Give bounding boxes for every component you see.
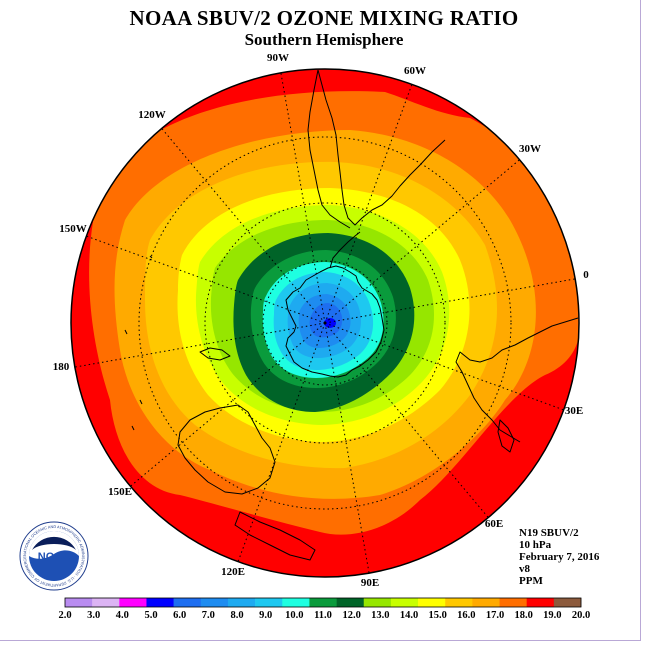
meridian-line [324, 322, 564, 411]
colorbar-swatch [553, 598, 582, 607]
info-block: N19 SBUV/2 10 hPa February 7, 2016 v8 PP… [519, 527, 599, 587]
frame-right [640, 0, 641, 640]
meridian-line [324, 322, 370, 574]
meridian-line [86, 235, 326, 324]
meridian-label-120w: 120W [138, 109, 166, 121]
frame-bottom [0, 640, 641, 641]
colorbar-swatch [336, 598, 365, 607]
meridian-label-120e: 120E [221, 566, 245, 578]
coastline-south-america-west [307, 69, 351, 229]
colorbar-label: 7.0 [202, 610, 215, 621]
meridian-line [130, 322, 326, 487]
meridian-line [324, 84, 413, 324]
meridian-label-90e: 90E [361, 577, 379, 589]
map-border [70, 68, 580, 578]
colorbar-swatch [445, 598, 473, 607]
colorbar-label: 8.0 [230, 610, 243, 621]
colorbar-label: 3.0 [87, 610, 100, 621]
coastline-indonesia [234, 511, 316, 561]
meridian-line [324, 278, 576, 324]
coastline-africa [455, 317, 579, 443]
colorbar-label: 20.0 [572, 610, 590, 621]
colorbar-swatch [200, 598, 229, 607]
info-satellite: N19 SBUV/2 [519, 527, 579, 539]
meridian-label-30e: 30E [565, 405, 583, 417]
meridian-line [237, 322, 326, 562]
coastline-antarctica [285, 265, 385, 378]
colorbar-swatch [282, 598, 310, 607]
colorbar-swatch [227, 598, 256, 607]
meridian-label-0: 0 [583, 269, 589, 281]
meridian-label-60w: 60W [404, 65, 426, 77]
coastline-south-america [317, 69, 446, 226]
colorbar-label: 5.0 [144, 610, 157, 621]
noaa-logo-icon: NOAA NATIONAL OCEANIC AND ATMOSPHERIC AD… [19, 521, 89, 591]
meridian-label-180: 180 [53, 361, 70, 373]
coastlines [124, 69, 579, 561]
page-title: NOAA SBUV/2 OZONE MIXING RATIO [129, 6, 519, 30]
colorbar-swatch [499, 598, 527, 607]
colorbar: 2.0 3.0 4.0 5.0 6.0 7.0 8.0 9.0 10.0 11.0 12.0 13.0… [58, 597, 590, 621]
latitude-circle-middle [204, 202, 446, 444]
meridian-line [161, 128, 326, 324]
meridian-line [324, 159, 520, 324]
coastline-pacific-islands [124, 255, 153, 431]
info-level: 10 hPa [519, 539, 552, 551]
info-units: PPM [519, 575, 543, 587]
latitude-circle-inner [262, 260, 388, 386]
colorbar-label: 15.0 [429, 610, 447, 621]
latitude-circle-outer [138, 136, 512, 510]
meridian-label-150w: 150W [59, 223, 87, 235]
colorbar-swatch [390, 598, 419, 607]
colorbar-label: 14.0 [400, 610, 418, 621]
colorbar-label: 13.0 [371, 610, 389, 621]
colorbar-label: 2.0 [58, 610, 71, 621]
graticule [74, 72, 576, 574]
colorbar-label: 6.0 [173, 610, 186, 621]
colorbar-swatch [119, 598, 147, 607]
meridian-line [280, 72, 326, 324]
colorbar-label: 16.0 [457, 610, 475, 621]
colorbar-label: 18.0 [515, 610, 533, 621]
colorbar-label: 12.0 [343, 610, 361, 621]
colorbar-swatch [65, 598, 93, 607]
colorbar-swatch [472, 598, 500, 607]
band-5 [324, 318, 336, 328]
colorbar-swatch [526, 598, 555, 607]
colorbar-swatch [173, 598, 202, 607]
colorbar-label: 9.0 [259, 610, 272, 621]
meridian-label-30w: 30W [519, 143, 541, 155]
info-version: v8 [519, 563, 530, 575]
coastline-antarctic-peninsula [329, 231, 361, 269]
info-date: February 7, 2016 [519, 551, 600, 563]
colorbar-label: 17.0 [486, 610, 504, 621]
colorbar-border [64, 597, 582, 608]
noaa-logo: NOAA NATIONAL OCEANIC AND ATMOSPHERIC AD… [18, 520, 90, 592]
colorbar-swatch [255, 598, 283, 607]
colorbar-label: 4.0 [116, 610, 129, 621]
noaa-logo-text: NOAA [38, 551, 70, 563]
meridian-labels: 90W 60W 30W 0 30E 60E 90E 120E 150E 180 … [53, 52, 590, 589]
colorbar-swatch [92, 598, 120, 607]
page-subtitle: Southern Hemisphere [244, 30, 404, 49]
colorbar-swatch [146, 598, 174, 607]
colorbar-swatch [309, 598, 337, 607]
meridian-label-90w: 90W [267, 52, 289, 64]
colorbar-label: 19.0 [543, 610, 561, 621]
colorbar-swatch [418, 598, 446, 607]
colorbar-label: 11.0 [314, 610, 332, 621]
meridian-line [324, 322, 489, 518]
meridian-label-60e: 60E [485, 518, 503, 530]
colorbar-label: 10.0 [285, 610, 303, 621]
coastline-madagascar [497, 419, 515, 453]
colorbar-swatch [363, 598, 392, 607]
coastline-australia [177, 404, 276, 495]
meridian-line [74, 322, 326, 368]
meridian-label-150e: 150E [108, 486, 132, 498]
coastline-new-zealand [199, 347, 231, 361]
meridian-lines [74, 72, 576, 574]
